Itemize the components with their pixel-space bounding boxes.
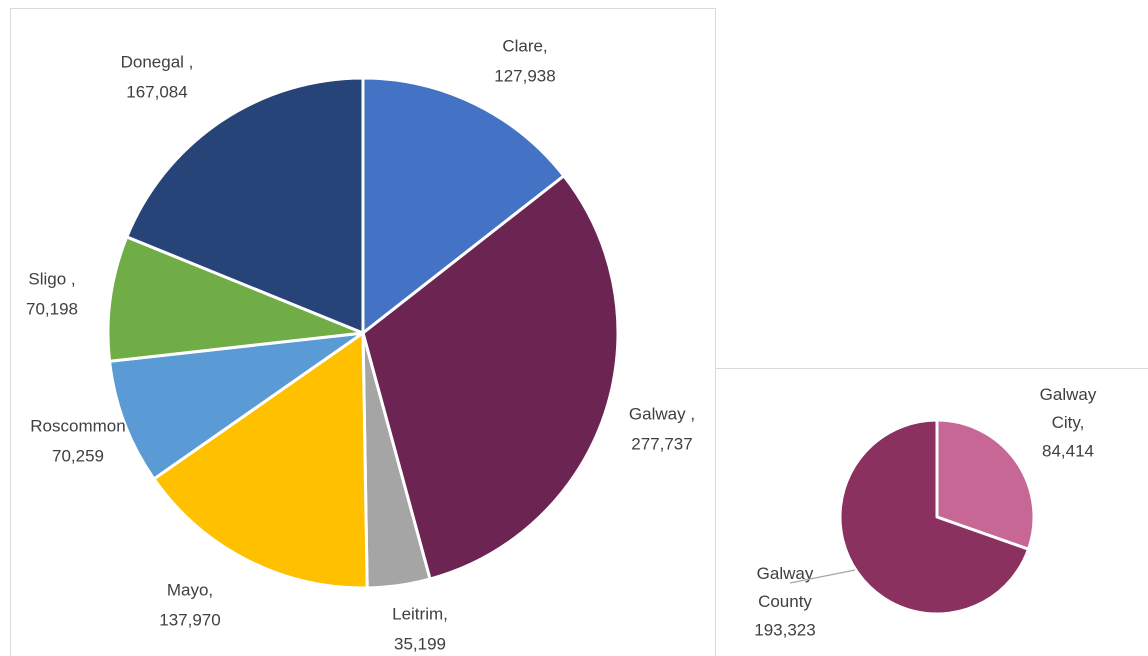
- slice-value: 137,970: [159, 610, 220, 629]
- slice-label: Sligo ,: [28, 269, 75, 288]
- pie-slice: [108, 331, 365, 481]
- pie-slice: [152, 331, 369, 590]
- pie-slice: [838, 418, 1030, 616]
- pie-slice: [935, 418, 1036, 551]
- chart-frame: [715, 368, 1148, 656]
- slice-label: Leitrim,: [392, 604, 448, 623]
- slice-label: Galway ,: [629, 404, 695, 423]
- leader-line: [789, 569, 856, 584]
- chart-frame: [10, 8, 716, 656]
- pie-slice: [361, 76, 566, 335]
- slice-value: 277,737: [631, 434, 692, 453]
- slice-value: 167,084: [126, 82, 187, 101]
- pie-slice: [361, 174, 620, 581]
- slice-value: 70,259: [52, 446, 104, 465]
- slice-label: Galway City,: [1040, 385, 1097, 432]
- pie-slice: [125, 76, 365, 335]
- slice-value: 35,199: [394, 634, 446, 653]
- slice-label: Donegal ,: [121, 52, 194, 71]
- slice-value: 127,938: [494, 66, 555, 85]
- slice-label: Galway County: [757, 564, 814, 611]
- slice-value: 193,323: [754, 620, 815, 639]
- slice-label: Roscommon: [30, 416, 125, 435]
- slice-label: Clare,: [502, 36, 547, 55]
- pie-slice: [106, 235, 365, 363]
- slice-value: 84,414: [1042, 441, 1094, 460]
- slice-value: 70,198: [26, 299, 78, 318]
- slice-label: Mayo,: [167, 580, 213, 599]
